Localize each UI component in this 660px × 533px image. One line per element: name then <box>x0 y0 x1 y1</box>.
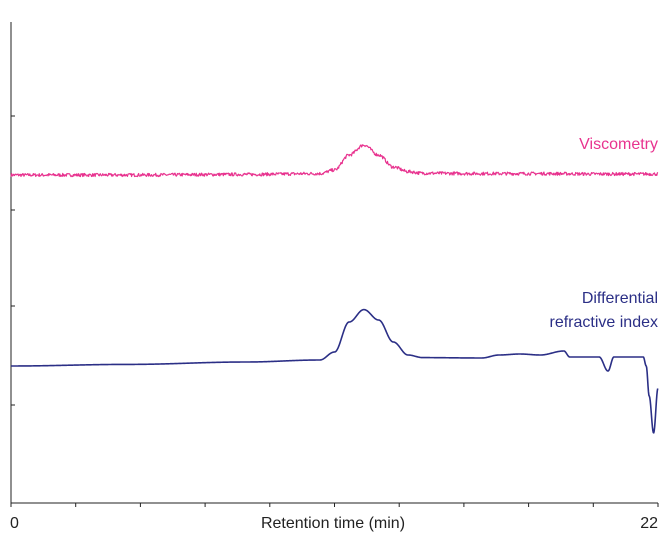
series-label-1-line-1: refractive index <box>550 314 659 331</box>
axes <box>10 22 659 507</box>
series-line-0 <box>10 144 659 178</box>
series-label-1-line-0: Differential <box>582 290 658 307</box>
series-label-0-line-0: Viscometry <box>579 136 658 153</box>
series-line-1 <box>10 308 659 434</box>
x-axis-title: Retention time (min) <box>261 515 405 532</box>
series-layer <box>10 144 659 434</box>
x-tick-label-min: 0 <box>10 515 19 532</box>
x-tick-label-max: 22 <box>640 515 658 532</box>
series-labels: Viscometry Differential refractive index <box>550 136 659 331</box>
